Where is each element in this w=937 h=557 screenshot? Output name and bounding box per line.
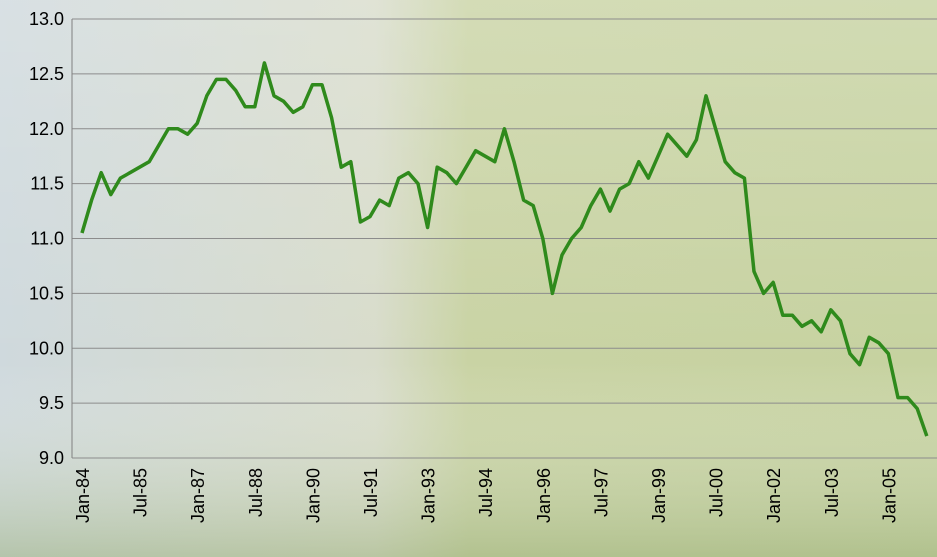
y-tick-label: 11.0 <box>30 229 64 249</box>
x-tick-label: Jan-90 <box>303 468 323 523</box>
x-tick-label: Jan-96 <box>534 468 554 523</box>
x-tick-label: Jul-00 <box>707 468 727 517</box>
chart: 9.0 9.5 10.0 10.5 11.0 11.5 12.0 12.5 13.0 Jan-84… <box>0 0 937 557</box>
x-tick-label: Jan-84 <box>73 468 93 523</box>
x-tick-label: Jul-88 <box>246 468 266 517</box>
x-tick-label: Jul-94 <box>476 468 496 517</box>
y-tick-label: 10.0 <box>29 338 64 358</box>
y-tick-label: 10.5 <box>29 283 64 303</box>
x-tick-label: Jul-97 <box>591 468 611 517</box>
x-tick-label: Jan-93 <box>419 468 439 523</box>
x-tick-label: Jan-87 <box>188 468 208 523</box>
x-tick-label: Jul-03 <box>822 468 842 517</box>
y-tick-label: 9.0 <box>39 448 64 468</box>
y-tick-label: 13.0 <box>29 9 64 29</box>
y-tick-label: 12.5 <box>29 64 64 84</box>
x-tick-label: Jul-85 <box>131 468 151 517</box>
x-tick-label: Jan-05 <box>879 468 899 523</box>
y-tick-label: 11.5 <box>30 174 64 194</box>
x-tick-label: Jan-99 <box>649 468 669 523</box>
y-tick-label: 9.5 <box>39 393 64 413</box>
x-tick-label: Jul-91 <box>361 468 381 517</box>
x-tick-label: Jan-02 <box>764 468 784 523</box>
y-tick-label: 12.0 <box>29 119 64 139</box>
